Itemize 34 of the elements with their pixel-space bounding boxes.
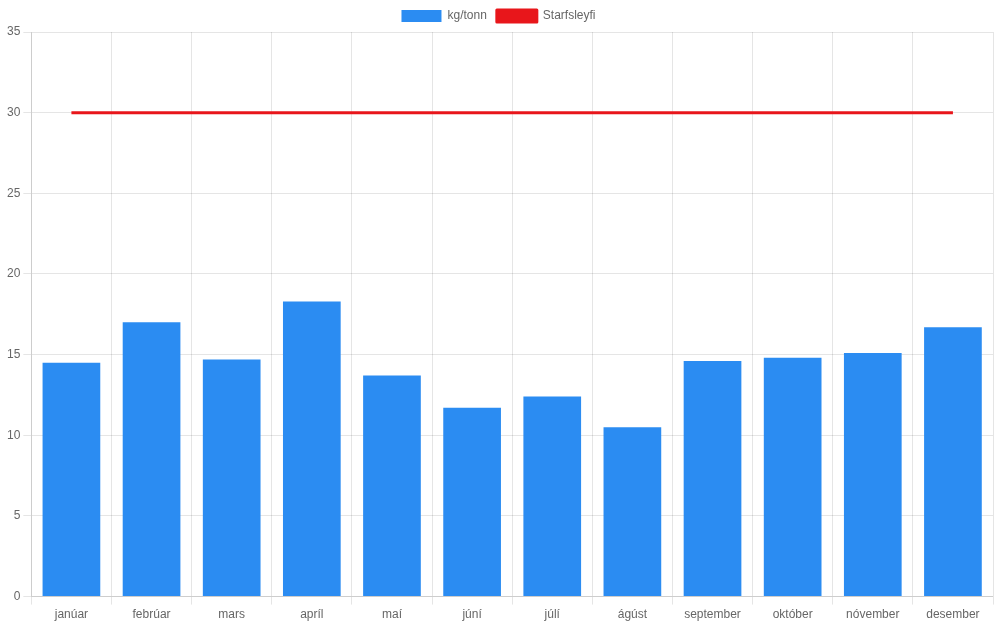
x-tick-label: maí	[381, 607, 403, 622]
legend-label: kg/tonn	[447, 8, 487, 23]
y-tick-label: 0	[13, 588, 21, 603]
bar	[363, 375, 421, 597]
bar	[924, 327, 982, 597]
x-tick-label: júní	[461, 607, 483, 622]
x-tick-label: apríl	[300, 607, 324, 622]
x-tick-label: ágúst	[617, 607, 648, 622]
bar	[42, 362, 101, 597]
y-tick-label: 35	[6, 24, 21, 39]
x-tick-label: janúar	[53, 607, 89, 622]
x-tick-label: desember	[926, 607, 980, 622]
y-tick-label: 15	[6, 346, 21, 361]
bar	[603, 427, 662, 597]
x-tick-label: júlí	[543, 607, 561, 622]
legend-label: Starfsleyfi	[542, 8, 596, 23]
y-tick-label: 25	[6, 185, 21, 200]
x-tick-label: október	[772, 607, 813, 622]
y-tick-label: 10	[6, 427, 21, 442]
y-tick-label: 30	[6, 104, 21, 119]
x-tick-label: febrúar	[132, 607, 171, 622]
x-tick-label: nóvember	[846, 607, 900, 622]
y-tick-label: 20	[6, 266, 21, 281]
bar	[282, 301, 341, 597]
bar	[122, 322, 181, 597]
y-tick-label: 5	[13, 508, 21, 523]
bar	[763, 357, 822, 597]
bar	[683, 361, 742, 597]
bar	[523, 396, 582, 597]
bar	[202, 359, 261, 597]
x-tick-label: mars	[218, 607, 246, 622]
x-tick-label: september	[684, 607, 741, 622]
bar	[843, 353, 902, 597]
bar	[443, 407, 501, 597]
